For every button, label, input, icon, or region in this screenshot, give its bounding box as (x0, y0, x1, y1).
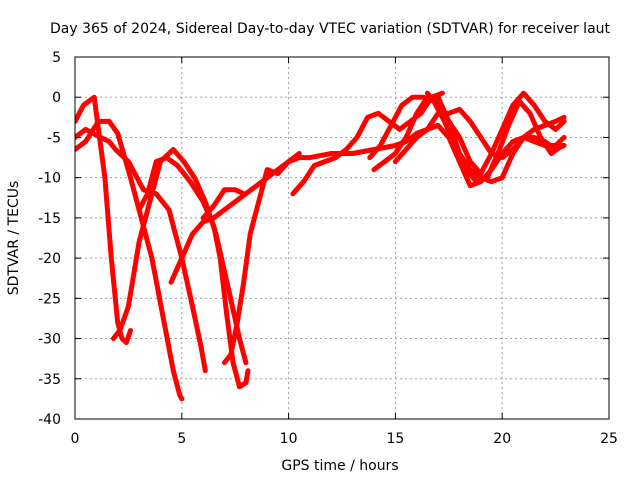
plot-frame (74, 56, 610, 420)
y-tick-label: 0 (52, 90, 61, 106)
x-tick-label: 5 (177, 431, 186, 447)
series-line-arc-j (371, 94, 567, 185)
series-line-arc-k (367, 94, 565, 185)
series-line-arc-c (75, 126, 208, 374)
y-tick-label: -30 (38, 332, 61, 348)
y-tick-label: -15 (38, 211, 61, 227)
chart-title: Day 365 of 2024, Sidereal Day-to-day VTE… (50, 21, 611, 37)
series-line-arc-h (222, 151, 302, 366)
x-tick-label: 15 (386, 431, 404, 447)
series-line-arc-b (75, 118, 185, 402)
series-line-arc-d (110, 147, 249, 366)
x-axis-label: GPS time / hours (281, 458, 398, 474)
series-line-arc-a (75, 94, 133, 346)
y-tick-label: -10 (38, 171, 61, 187)
x-tick-label: 0 (71, 431, 80, 447)
series-line-arc-n (392, 106, 567, 161)
y-tick-label: -5 (47, 130, 61, 146)
y-tick-label: -20 (38, 251, 61, 267)
y-tick-label: -35 (38, 372, 61, 388)
y-tick-label: -40 (38, 412, 61, 428)
axis-layer: 0 5 10 15 20 25 5 0 -5 -10 -15 -20 -25 -30 -35 -40 (38, 50, 618, 447)
x-tick-label: 20 (493, 431, 511, 447)
x-tick-label: 25 (600, 431, 618, 447)
y-axis-label: SDTVAR / TECUs (6, 181, 22, 296)
y-tick-label: -25 (38, 291, 61, 307)
series-line-arc-m (424, 90, 567, 177)
y-tick-label: 5 (52, 50, 61, 66)
x-tick-label: 10 (280, 431, 298, 447)
series-layer (75, 90, 567, 402)
series-line-arc-g (200, 187, 247, 221)
